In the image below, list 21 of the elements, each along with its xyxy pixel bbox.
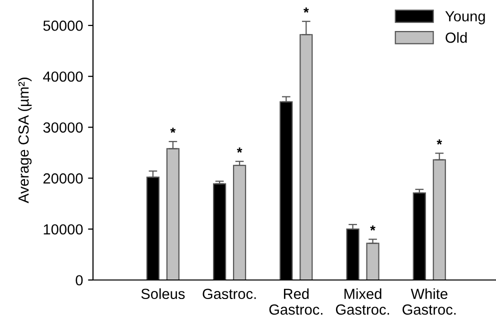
x-tick-label: Gastroc.: [202, 288, 256, 300]
y-tick-label: 40000: [43, 71, 83, 82]
y-tick-label: 30000: [43, 122, 83, 133]
y-tick-label: 10000: [44, 224, 83, 235]
annotation: *: [303, 8, 309, 13]
x-tick-label: Mixed Gastroc.: [336, 288, 389, 315]
y-tick-label: 20000: [43, 173, 83, 184]
bar: [232, 164, 246, 280]
legend-label: Young: [445, 11, 485, 24]
x-tick-label: Soleus: [141, 288, 185, 300]
annotation: *: [236, 148, 242, 153]
x-tick-label: Red Gastroc.: [269, 288, 322, 315]
x-tick-label: White Gastroc.: [402, 288, 456, 315]
bar: [366, 242, 380, 280]
y-tick-label: 50000: [43, 20, 83, 31]
annotation: *: [170, 128, 176, 133]
annotation: *: [436, 139, 442, 145]
y-axis-title: Average CSA (µm²): [18, 78, 32, 204]
y-tick-label: 0: [76, 275, 83, 286]
legend-label: Old: [446, 32, 467, 43]
annotation: *: [370, 225, 376, 231]
